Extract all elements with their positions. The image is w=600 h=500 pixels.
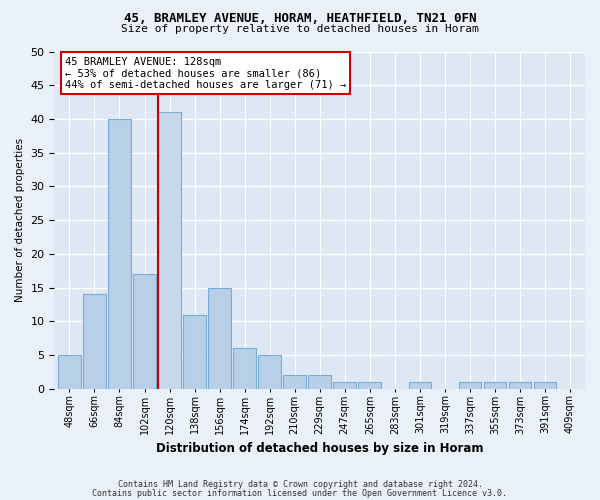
Bar <box>133 274 156 388</box>
Bar <box>283 375 306 388</box>
Bar <box>83 294 106 388</box>
Text: Size of property relative to detached houses in Horam: Size of property relative to detached ho… <box>121 24 479 34</box>
Y-axis label: Number of detached properties: Number of detached properties <box>15 138 25 302</box>
Bar <box>458 382 481 388</box>
Bar <box>533 382 556 388</box>
Bar <box>484 382 506 388</box>
Bar <box>183 314 206 388</box>
Bar <box>358 382 381 388</box>
Text: 45 BRAMLEY AVENUE: 128sqm
← 53% of detached houses are smaller (86)
44% of semi-: 45 BRAMLEY AVENUE: 128sqm ← 53% of detac… <box>65 56 346 90</box>
Bar <box>108 119 131 388</box>
Bar <box>233 348 256 389</box>
Bar <box>259 355 281 388</box>
Bar <box>158 112 181 388</box>
Bar <box>208 288 231 388</box>
Bar <box>409 382 431 388</box>
Text: Contains public sector information licensed under the Open Government Licence v3: Contains public sector information licen… <box>92 490 508 498</box>
Bar <box>308 375 331 388</box>
Text: Contains HM Land Registry data © Crown copyright and database right 2024.: Contains HM Land Registry data © Crown c… <box>118 480 482 489</box>
Bar <box>334 382 356 388</box>
X-axis label: Distribution of detached houses by size in Horam: Distribution of detached houses by size … <box>156 442 484 455</box>
Bar <box>58 355 80 388</box>
Text: 45, BRAMLEY AVENUE, HORAM, HEATHFIELD, TN21 0FN: 45, BRAMLEY AVENUE, HORAM, HEATHFIELD, T… <box>124 12 476 26</box>
Bar <box>509 382 531 388</box>
